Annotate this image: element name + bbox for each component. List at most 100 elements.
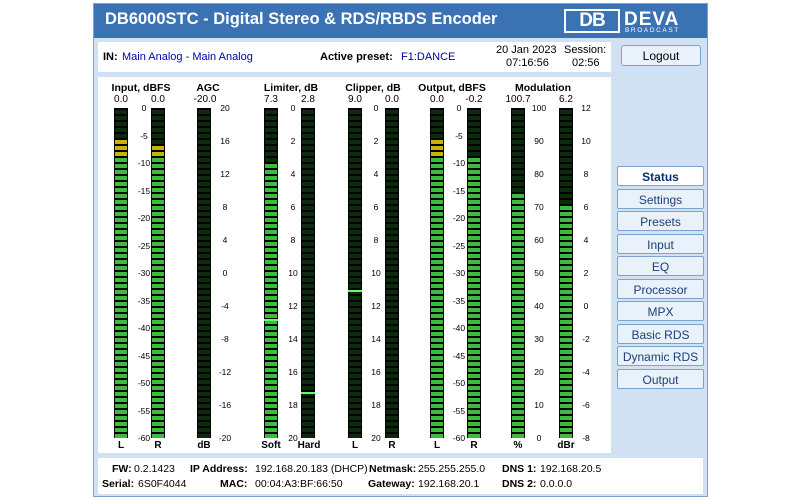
logo-brand: DEVA: [624, 9, 680, 30]
scale-tick: -10: [452, 158, 466, 168]
scale-tick: 8: [373, 235, 379, 245]
meter-segment: [302, 259, 314, 264]
nav-item-input[interactable]: Input: [617, 233, 704, 254]
logout-button[interactable]: Logout: [621, 45, 701, 66]
meter-segment: [512, 265, 524, 270]
meter-segment: [349, 163, 361, 168]
meter-segment: [198, 325, 210, 330]
meter-segment: [265, 259, 277, 264]
meter-segment: [302, 169, 314, 174]
meter-segment: [468, 145, 480, 150]
meter-segment: [386, 385, 398, 390]
meter-segment: [386, 163, 398, 168]
meter-segment: [431, 145, 443, 150]
meter-segment: [265, 337, 277, 342]
meter-segment: [431, 133, 443, 138]
meter-segment: [512, 163, 524, 168]
meter-segment: [468, 127, 480, 132]
scale-tick: -60: [137, 433, 151, 443]
modulation-dbr-scale: 12 10 8 6 4 2 0 -2 -4 -6 -8: [572, 103, 600, 443]
meter-segment: [349, 205, 361, 210]
meter-segment: [512, 217, 524, 222]
meter-segment: [512, 295, 524, 300]
meter-segment: [115, 175, 127, 180]
nav-item-settings[interactable]: Settings: [617, 188, 704, 209]
meter-segment: [512, 373, 524, 378]
meter-segment: [468, 415, 480, 420]
meter-segment: [115, 139, 127, 144]
nav-item-eq[interactable]: EQ: [617, 256, 704, 276]
meter-segment: [302, 265, 314, 270]
meter-segment: [512, 199, 524, 204]
meter-segment: [198, 265, 210, 270]
meter-segment: [152, 133, 164, 138]
nav-item-status[interactable]: Status: [617, 166, 704, 186]
meter-segment: [386, 241, 398, 246]
meter-segment: [302, 283, 314, 288]
meter-segment: [302, 271, 314, 276]
meter-segment: [431, 151, 443, 156]
meter-segment: [431, 421, 443, 426]
meter-segment: [431, 373, 443, 378]
nav-item-dynamic-rds[interactable]: Dynamic RDS: [617, 346, 704, 366]
meter-segment: [302, 349, 314, 354]
meter-segment: [386, 277, 398, 282]
meter-segment: [152, 421, 164, 426]
meter-segment: [431, 403, 443, 408]
input-right-peak: 0.0: [151, 94, 165, 105]
meter-segment: [386, 289, 398, 294]
meter-segment: [152, 307, 164, 312]
meter-segment: [265, 433, 277, 438]
input-label: IN:: [103, 51, 118, 63]
meter-segment: [349, 217, 361, 222]
meter-segment: [265, 307, 277, 312]
nav-item-mpx[interactable]: MPX: [617, 301, 704, 321]
meter-segment: [152, 367, 164, 372]
page-title: DB6000STC - Digital Stereo & RDS/RBDS En…: [105, 10, 498, 28]
meter-segment: [468, 313, 480, 318]
nav-item-processor[interactable]: Processor: [617, 278, 704, 299]
meter-segment: [265, 361, 277, 366]
meter-segment: [431, 415, 443, 420]
meter-segment: [431, 433, 443, 438]
meter-segment: [386, 403, 398, 408]
network-footer: FW: 0.2.1423 Serial: 6S0F4044 IP Address…: [98, 458, 703, 494]
meter-segment: [265, 427, 277, 432]
meter-segment: [152, 313, 164, 318]
meter-segment: [198, 313, 210, 318]
meter-segment: [512, 121, 524, 126]
meter-segment: [349, 109, 361, 114]
meter-segment: [302, 391, 314, 396]
scale-tick: 20: [371, 433, 381, 443]
meter-segment: [431, 289, 443, 294]
nav-item-output[interactable]: Output: [617, 368, 704, 389]
nav-item-presets[interactable]: Presets: [617, 211, 704, 231]
modulation-pct-meter: [511, 108, 525, 438]
meter-segment: [431, 169, 443, 174]
meter-segment: [468, 409, 480, 414]
meter-segment: [198, 337, 210, 342]
meter-segment: [560, 217, 572, 222]
nav-item-basic-rds[interactable]: Basic RDS: [617, 323, 704, 344]
meter-segment: [198, 133, 210, 138]
meter-segment: [386, 319, 398, 324]
meter-segment: [560, 319, 572, 324]
meter-segment: [560, 229, 572, 234]
meter-segment: [115, 427, 127, 432]
meter-segment: [349, 415, 361, 420]
scale-tick: 6: [583, 202, 589, 212]
meter-segment: [349, 241, 361, 246]
peak-marker: [264, 319, 278, 322]
meter-segment: [302, 289, 314, 294]
meter-segment: [115, 169, 127, 174]
logo-tagline: BROADCAST: [625, 27, 680, 34]
meter-segment: [560, 355, 572, 360]
meter-segment: [560, 157, 572, 162]
meter-segment: [115, 313, 127, 318]
meter-segment: [265, 211, 277, 216]
meter-segment: [302, 211, 314, 216]
meter-segment: [302, 193, 314, 198]
meter-segment: [302, 355, 314, 360]
meter-segment: [386, 331, 398, 336]
modulation-pct-peak: 100.7: [505, 94, 531, 105]
